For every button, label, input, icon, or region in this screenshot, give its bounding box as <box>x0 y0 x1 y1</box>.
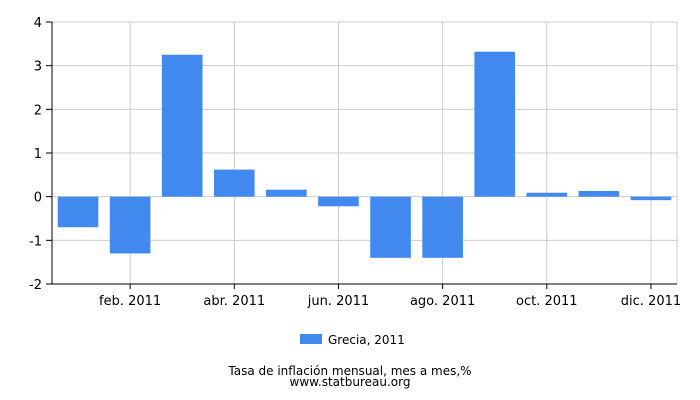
bar <box>318 196 359 207</box>
y-tick-label: -1 <box>29 234 42 249</box>
chart-source: www.statbureau.org <box>290 375 411 389</box>
x-tick-label: jun. 2011 <box>307 294 369 309</box>
bar <box>630 196 672 201</box>
y-tick-label: 3 <box>34 60 42 75</box>
legend-swatch <box>300 334 322 344</box>
bar <box>474 51 516 197</box>
chart-caption: Tasa de inflación mensual, mes a mes,% <box>227 364 471 378</box>
y-tick-label: 4 <box>34 16 42 31</box>
bar <box>370 196 411 258</box>
x-axis-ticks: feb. 2011 abr. 2011 jun. 2011 ago. 2011 oct.… <box>99 284 681 309</box>
grid <box>52 21 678 285</box>
y-tick-label: -2 <box>29 278 42 293</box>
x-tick-label: abr. 2011 <box>203 294 265 309</box>
y-tick-label: 1 <box>34 147 42 162</box>
bar <box>57 196 99 228</box>
bar <box>109 196 151 254</box>
x-tick-label: dic. 2011 <box>621 294 681 309</box>
y-tick-label: 2 <box>34 103 42 118</box>
legend-label: Grecia, 2011 <box>328 333 405 347</box>
bar <box>578 190 620 197</box>
x-tick-label: feb. 2011 <box>99 294 161 309</box>
legend: Grecia, 2011 <box>300 333 405 347</box>
bar <box>422 196 463 258</box>
x-tick-label: ago. 2011 <box>410 294 475 309</box>
y-axis-ticks: -2 -1 0 1 2 3 4 <box>29 16 52 293</box>
bar <box>526 192 568 197</box>
y-tick-label: 0 <box>34 191 42 206</box>
bar <box>213 169 255 197</box>
x-tick-label: oct. 2011 <box>516 294 578 309</box>
bar <box>161 54 203 197</box>
bars <box>57 51 672 258</box>
bar <box>266 189 307 197</box>
